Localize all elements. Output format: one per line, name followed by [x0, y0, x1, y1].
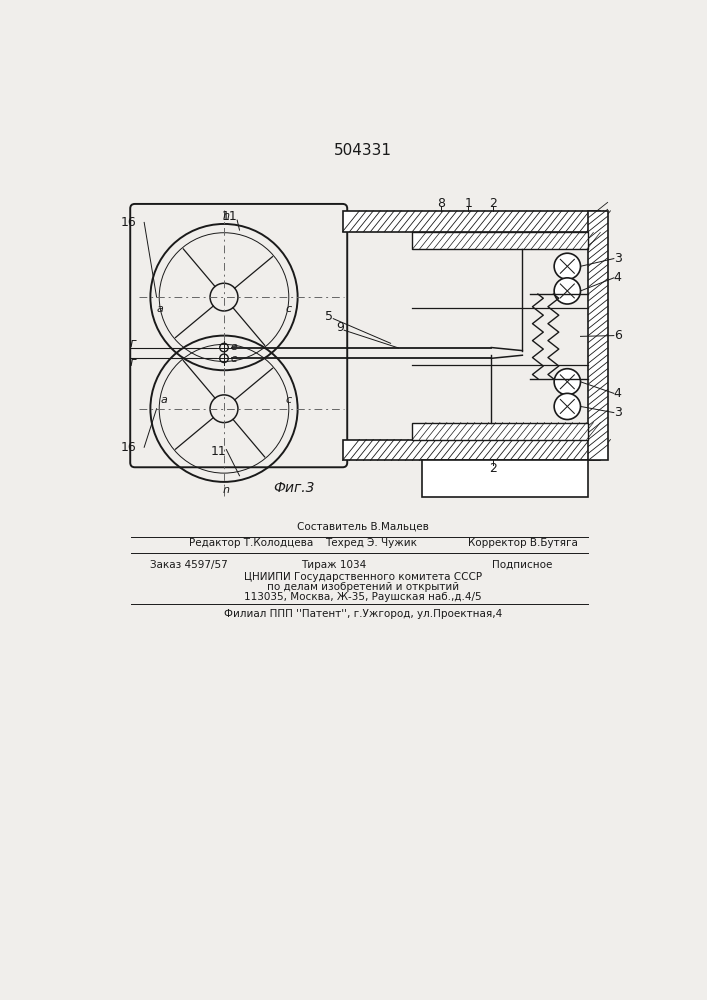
Text: ЦНИИПИ Государственного комитета СССР: ЦНИИПИ Государственного комитета СССР — [244, 572, 481, 582]
Text: 6: 6 — [614, 329, 621, 342]
Text: г: г — [129, 356, 136, 369]
Text: 4: 4 — [614, 387, 621, 400]
Text: 4: 4 — [614, 271, 621, 284]
Circle shape — [554, 253, 580, 279]
Bar — [343, 440, 600, 460]
Text: Корректор В.Бутяга: Корректор В.Бутяга — [468, 538, 578, 548]
Text: c: c — [285, 304, 291, 314]
Text: e: e — [230, 342, 238, 352]
Text: 1: 1 — [464, 197, 472, 210]
Text: 16: 16 — [121, 216, 136, 229]
Circle shape — [554, 369, 580, 395]
Bar — [588, 211, 607, 460]
Bar — [412, 232, 588, 249]
Bar — [412, 423, 588, 440]
Text: 2: 2 — [489, 462, 497, 475]
Text: e: e — [230, 354, 238, 364]
Text: n: n — [223, 211, 230, 221]
Text: 2: 2 — [489, 197, 497, 210]
Text: Техред Э. Чужик: Техред Э. Чужик — [325, 538, 416, 548]
Text: c: c — [285, 395, 291, 405]
Text: 504331: 504331 — [334, 143, 392, 158]
Text: по делам изобретений и открытий: по делам изобретений и открытий — [267, 582, 459, 592]
Text: 113035, Москва, Ж-35, Раушская наб.,д.4/5: 113035, Москва, Ж-35, Раушская наб.,д.4/… — [244, 592, 481, 602]
Text: Заказ 4597/57: Заказ 4597/57 — [151, 560, 228, 570]
Circle shape — [554, 278, 580, 304]
Circle shape — [554, 393, 580, 420]
Text: г: г — [129, 337, 136, 350]
Text: 16: 16 — [121, 441, 136, 454]
Text: 11: 11 — [221, 210, 238, 223]
Text: 9: 9 — [337, 321, 344, 334]
Text: 8: 8 — [437, 197, 445, 210]
Text: 5: 5 — [325, 310, 332, 323]
Text: Подписное: Подписное — [492, 560, 553, 570]
Text: Фиг.3: Фиг.3 — [273, 481, 315, 495]
Text: Тираж 1034: Тираж 1034 — [300, 560, 366, 570]
Bar — [343, 211, 600, 232]
Text: Филиал ППП ''Патент'', г.Ужгород, ул.Проектная,4: Филиал ППП ''Патент'', г.Ужгород, ул.Про… — [223, 609, 502, 619]
Text: a: a — [161, 395, 168, 405]
Text: Составитель В.Мальцев: Составитель В.Мальцев — [297, 522, 428, 532]
Text: a: a — [156, 304, 163, 314]
Bar — [421, 460, 588, 497]
Text: 11: 11 — [211, 445, 226, 458]
Text: Редактор Т.Колодцева: Редактор Т.Колодцева — [189, 538, 313, 548]
Text: 3: 3 — [614, 252, 621, 265]
Text: n: n — [223, 485, 230, 495]
Text: 3: 3 — [614, 406, 621, 419]
